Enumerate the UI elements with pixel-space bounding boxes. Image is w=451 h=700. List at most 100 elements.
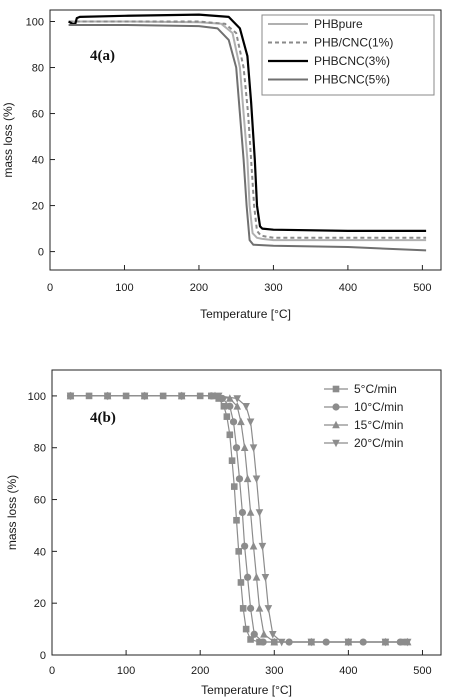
data-point (226, 402, 234, 410)
x-tick-label: 300 (265, 665, 283, 677)
data-point (241, 542, 249, 550)
data-point (260, 629, 268, 638)
data-point (252, 475, 261, 484)
data-point (307, 638, 316, 647)
legend: PHBpure PHB/CNC(1%) PHBCNC(3%) PHBCNC(5%) (261, 14, 435, 96)
data-point (246, 508, 255, 516)
data-point (244, 573, 252, 581)
y-tick-label: 100 (26, 17, 44, 29)
y-axis-label: mass loss (%) (1, 102, 15, 177)
data-point (214, 392, 223, 401)
series-3 (68, 13, 427, 232)
y-tick-label: 60 (32, 109, 44, 121)
data-point (230, 483, 238, 490)
x-tick-label: 100 (115, 282, 133, 294)
data-point (261, 573, 270, 582)
legend-marker (332, 420, 340, 429)
y-tick-label: 40 (32, 155, 44, 167)
data-point (277, 638, 286, 647)
data-point (103, 392, 112, 401)
series-line (68, 13, 427, 232)
data-point (344, 638, 353, 647)
legend-label: 20°C/min (354, 436, 403, 450)
y-tick-label: 20 (34, 598, 46, 610)
legend-label: 10°C/min (354, 400, 403, 414)
data-point (269, 630, 277, 639)
x-tick-label: 100 (117, 665, 135, 677)
y-tick-label: 80 (34, 443, 46, 455)
legend-marker (332, 439, 340, 448)
data-point (233, 401, 242, 410)
x-axis-label: Temperature [°C] (201, 683, 292, 697)
y-tick-label: 20 (32, 201, 44, 213)
series-4 (66, 392, 412, 647)
data-point (235, 475, 244, 483)
x-tick-label: 0 (47, 282, 53, 294)
data-point (259, 638, 267, 646)
data-point (237, 417, 245, 426)
chart-panel-b: 0 100 200 300 400 500 0 20 40 60 80 100 Temperature … (5, 369, 442, 697)
x-tick-label: 400 (339, 665, 357, 677)
legend-label: PHB/CNC(1%) (314, 36, 393, 50)
legend-label: 5°C/min (354, 382, 397, 396)
y-tick-label: 100 (28, 391, 46, 403)
data-point (264, 605, 273, 613)
data-point (381, 638, 390, 647)
chart-panel-a: 0 100 200 300 400 500 0 20 40 60 80 100 Temperature … (1, 9, 442, 321)
data-point (233, 395, 242, 403)
series-line (68, 20, 427, 239)
data-point (246, 418, 255, 427)
data-point (242, 625, 250, 633)
data-point (252, 572, 261, 581)
y-axis-label: mass loss (%) (5, 475, 19, 550)
data-point (249, 444, 258, 453)
data-point (238, 508, 247, 517)
data-point (223, 413, 231, 420)
series-line (68, 24, 427, 252)
series-2 (68, 20, 427, 239)
y-tick-label: 80 (32, 63, 44, 75)
x-tick-label: 300 (264, 282, 282, 294)
data-point (220, 402, 228, 410)
legend-label: PHBpure (314, 17, 363, 31)
x-tick-label: 500 (413, 665, 431, 677)
data-point (247, 636, 254, 643)
legend: 5°C/min 10°C/min 15°C/min 20°C/min (324, 382, 403, 450)
data-point (237, 579, 245, 586)
data-point (250, 630, 258, 638)
series-4 (68, 24, 427, 252)
x-axis-label: Temperature [°C] (200, 307, 291, 321)
data-point (226, 431, 234, 439)
legend-marker (332, 403, 340, 411)
plot-frame (51, 369, 442, 656)
data-point (246, 604, 255, 612)
data-point (177, 392, 186, 401)
data-point (255, 604, 264, 612)
series-1 (68, 20, 427, 242)
legend-box (261, 14, 435, 96)
data-point (270, 637, 279, 646)
legend-label: PHBCNC(5%) (314, 73, 390, 87)
y-tick-label: 0 (38, 247, 44, 259)
legend-marker (332, 385, 340, 393)
data-point (249, 541, 258, 550)
data-point (239, 605, 247, 612)
legend-label: PHBCNC(3%) (314, 54, 390, 68)
x-tick-label: 0 (49, 665, 55, 677)
legend-label: 15°C/min (354, 418, 403, 432)
x-tick-label: 400 (339, 282, 357, 294)
x-tick-label: 500 (413, 282, 431, 294)
plot-frame (49, 9, 442, 271)
series-line (68, 20, 427, 242)
data-point (255, 509, 264, 517)
data-point (140, 392, 149, 401)
data-point (232, 444, 241, 452)
y-tick-label: 0 (40, 650, 46, 662)
x-tick-label: 200 (190, 282, 208, 294)
series-line (70, 395, 408, 643)
panel-label: 4(a) (90, 48, 115, 64)
data-point (228, 457, 236, 464)
x-tick-label: 200 (191, 665, 209, 677)
data-point (240, 443, 249, 452)
data-point (233, 516, 240, 524)
